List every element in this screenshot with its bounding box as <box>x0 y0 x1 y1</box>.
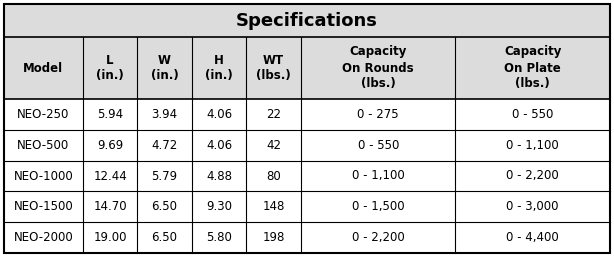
Text: 4.88: 4.88 <box>206 170 232 182</box>
Text: 0 - 1,100: 0 - 1,100 <box>352 170 405 182</box>
Text: 5.94: 5.94 <box>97 108 123 121</box>
Bar <box>4 161 610 191</box>
Bar <box>4 191 610 222</box>
Text: 0 - 1,100: 0 - 1,100 <box>507 139 559 152</box>
Text: NEO-2000: NEO-2000 <box>14 231 73 244</box>
Text: H
(in.): H (in.) <box>205 53 233 82</box>
Text: 4.06: 4.06 <box>206 108 232 121</box>
Text: 5.80: 5.80 <box>206 231 232 244</box>
Bar <box>4 4 610 37</box>
Bar <box>4 99 610 130</box>
Text: 0 - 275: 0 - 275 <box>357 108 399 121</box>
Text: W
(in.): W (in.) <box>150 53 179 82</box>
Text: 42: 42 <box>266 139 281 152</box>
Text: Specifications: Specifications <box>236 12 378 30</box>
Text: 3.94: 3.94 <box>152 108 177 121</box>
Text: 6.50: 6.50 <box>152 231 177 244</box>
Text: 9.30: 9.30 <box>206 200 232 213</box>
Text: 80: 80 <box>266 170 281 182</box>
Text: 0 - 3,000: 0 - 3,000 <box>507 200 559 213</box>
Text: WT
(lbs.): WT (lbs.) <box>256 53 291 82</box>
Bar <box>4 37 610 99</box>
Bar <box>4 222 610 253</box>
Text: 22: 22 <box>266 108 281 121</box>
Text: 5.79: 5.79 <box>152 170 177 182</box>
Text: 0 - 4,400: 0 - 4,400 <box>507 231 559 244</box>
Text: Capacity
On Rounds
(lbs.): Capacity On Rounds (lbs.) <box>343 45 414 90</box>
Text: Model: Model <box>23 61 63 75</box>
Text: NEO-500: NEO-500 <box>17 139 69 152</box>
Text: 19.00: 19.00 <box>93 231 127 244</box>
Text: L
(in.): L (in.) <box>96 53 124 82</box>
Text: 4.06: 4.06 <box>206 139 232 152</box>
Text: 12.44: 12.44 <box>93 170 127 182</box>
Text: 0 - 2,200: 0 - 2,200 <box>507 170 559 182</box>
Text: 6.50: 6.50 <box>152 200 177 213</box>
Text: 198: 198 <box>262 231 285 244</box>
Text: 14.70: 14.70 <box>93 200 127 213</box>
Text: 148: 148 <box>262 200 285 213</box>
Text: 0 - 550: 0 - 550 <box>357 139 399 152</box>
Text: 0 - 550: 0 - 550 <box>512 108 553 121</box>
Text: NEO-1500: NEO-1500 <box>14 200 73 213</box>
Text: 0 - 1,500: 0 - 1,500 <box>352 200 405 213</box>
Text: 9.69: 9.69 <box>97 139 123 152</box>
Text: NEO-1000: NEO-1000 <box>14 170 73 182</box>
Text: 4.72: 4.72 <box>152 139 177 152</box>
Text: NEO-250: NEO-250 <box>17 108 69 121</box>
Text: Capacity
On Plate
(lbs.): Capacity On Plate (lbs.) <box>504 45 561 90</box>
Bar <box>4 130 610 161</box>
Text: 0 - 2,200: 0 - 2,200 <box>352 231 405 244</box>
